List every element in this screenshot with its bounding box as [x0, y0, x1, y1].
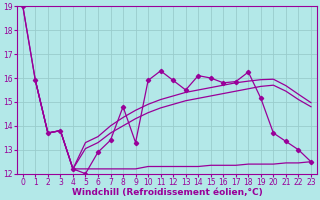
- X-axis label: Windchill (Refroidissement éolien,°C): Windchill (Refroidissement éolien,°C): [72, 188, 262, 197]
